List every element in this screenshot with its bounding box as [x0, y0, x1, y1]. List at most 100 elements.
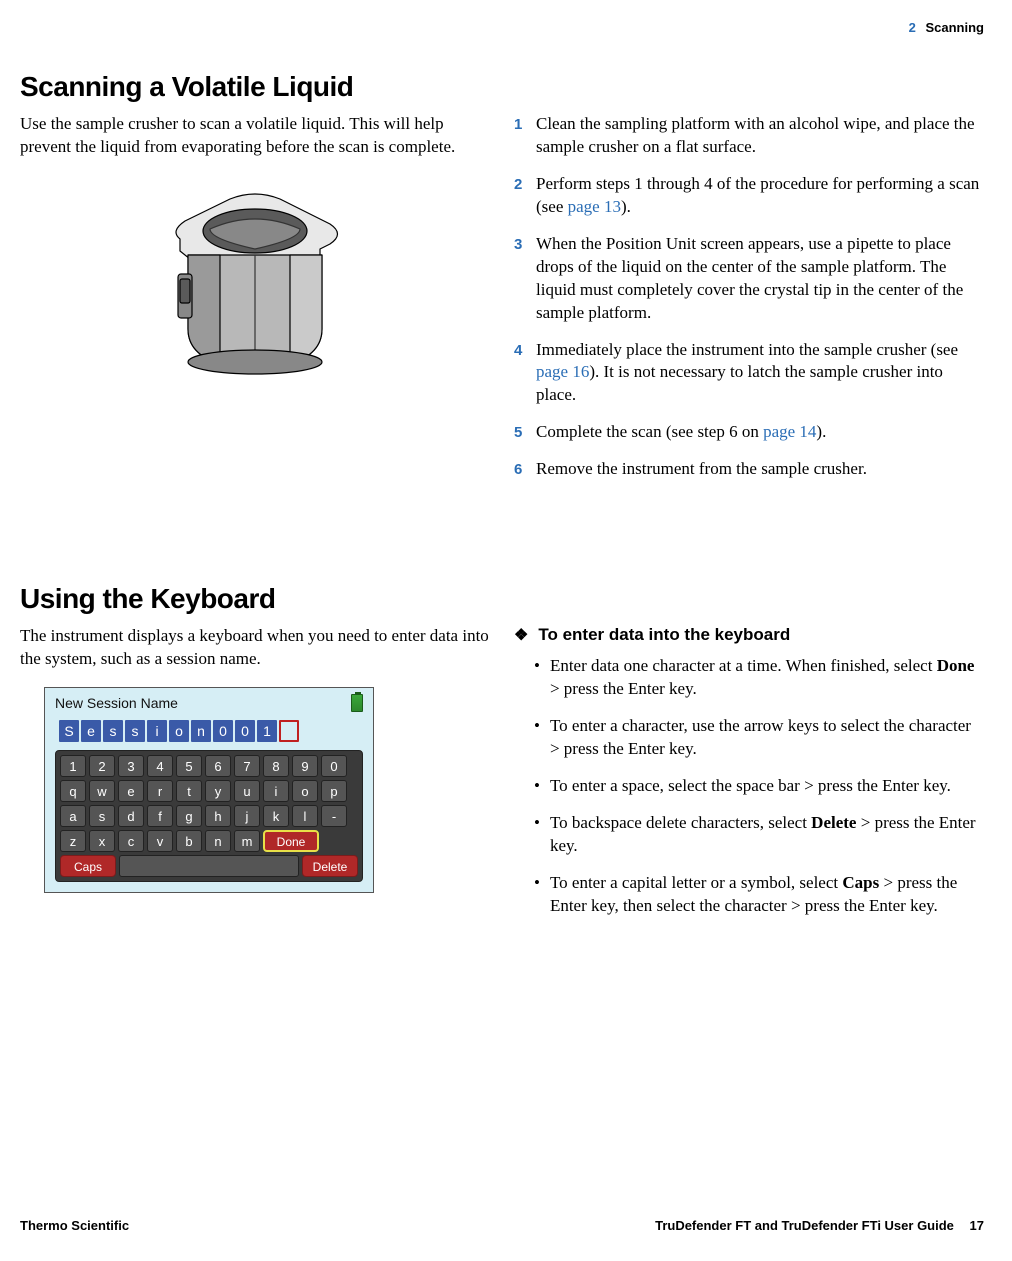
keyboard-key: 2	[89, 755, 115, 777]
bullet-icon: •	[534, 775, 540, 798]
keyboard-key: 9	[292, 755, 318, 777]
step-number: 1	[514, 113, 526, 159]
footer-doc-title: TruDefender FT and TruDefender FTi User …	[655, 1218, 954, 1233]
step-text: Perform steps 1 through 4 of the procedu…	[536, 173, 984, 219]
step-number: 3	[514, 233, 526, 325]
bullet-bold: Done	[937, 656, 975, 675]
step-text: Remove the instrument from the sample cr…	[536, 458, 984, 481]
section2-intro: The instrument displays a keyboard when …	[20, 625, 490, 671]
session-cursor	[279, 720, 299, 742]
bullet-item: • To enter a space, select the space bar…	[534, 775, 984, 798]
done-key: Done	[263, 830, 319, 852]
step-4: 4 Immediately place the instrument into …	[514, 339, 984, 408]
keyboard-key: 1	[60, 755, 86, 777]
keyboard-key: v	[147, 830, 173, 852]
bullet-text: To backspace delete characters, select D…	[550, 812, 984, 858]
bullet-text: To enter a character, use the arrow keys…	[550, 715, 984, 761]
session-char: S	[59, 720, 79, 742]
keyboard-key: t	[176, 780, 202, 802]
keyboard-key: k	[263, 805, 289, 827]
keyboard-key: f	[147, 805, 173, 827]
caps-key: Caps	[60, 855, 116, 877]
space-key	[119, 855, 299, 877]
step-text-part: Complete the scan (see step 6 on	[536, 422, 763, 441]
sample-crusher-illustration	[20, 179, 490, 394]
step-6: 6 Remove the instrument from the sample …	[514, 458, 984, 481]
bullet-bold: Delete	[811, 813, 856, 832]
bullet-icon: •	[534, 812, 540, 858]
step-number: 6	[514, 458, 526, 481]
diamond-bullet-icon: ❖	[514, 627, 528, 644]
section-title-volatile: Scanning a Volatile Liquid	[20, 71, 984, 103]
keyboard-key: 5	[176, 755, 202, 777]
bullet-text: To enter a capital letter or a symbol, s…	[550, 872, 984, 918]
keyboard-key: 7	[234, 755, 260, 777]
keyboard-key: o	[292, 780, 318, 802]
step-3: 3 When the Position Unit screen appears,…	[514, 233, 984, 325]
step-text: Clean the sampling platform with an alco…	[536, 113, 984, 159]
keyboard-key: 8	[263, 755, 289, 777]
step-text-part: ).	[816, 422, 826, 441]
page-number: 17	[970, 1218, 984, 1233]
delete-key: Delete	[302, 855, 358, 877]
bullet-icon: •	[534, 715, 540, 761]
keyboard-key: m	[234, 830, 260, 852]
bullet-part: > press the Enter key.	[550, 679, 697, 698]
keyboard-key: y	[205, 780, 231, 802]
bullet-part: To backspace delete characters, select	[550, 813, 811, 832]
keyboard-key: h	[205, 805, 231, 827]
keyboard-key: d	[118, 805, 144, 827]
bullet-text: Enter data one character at a time. When…	[550, 655, 984, 701]
bullet-item: • Enter data one character at a time. Wh…	[534, 655, 984, 701]
keyboard-key: c	[118, 830, 144, 852]
keyboard-key: 3	[118, 755, 144, 777]
bullet-part: To enter a capital letter or a symbol, s…	[550, 873, 842, 892]
step-text-part: ). It is not necessary to latch the samp…	[536, 362, 943, 404]
step-number: 5	[514, 421, 526, 444]
keyboard-key: l	[292, 805, 318, 827]
onscreen-keyboard: 1234567890 qwertyuiop asdfghjkl- zxcvbnm…	[55, 750, 363, 882]
session-char: o	[169, 720, 189, 742]
bullet-icon: •	[534, 872, 540, 918]
keyboard-instructions: • Enter data one character at a time. Wh…	[514, 655, 984, 917]
keyboard-key: z	[60, 830, 86, 852]
session-char: i	[147, 720, 167, 742]
subsection-heading-text: To enter data into the keyboard	[538, 625, 790, 644]
page-footer: Thermo Scientific TruDefender FT and Tru…	[20, 1218, 984, 1233]
bullet-icon: •	[534, 655, 540, 701]
keyboard-key: n	[205, 830, 231, 852]
keyboard-key: q	[60, 780, 86, 802]
footer-company: Thermo Scientific	[20, 1218, 129, 1233]
bullet-item: • To enter a capital letter or a symbol,…	[534, 872, 984, 918]
chapter-name: Scanning	[925, 20, 984, 35]
keyboard-key: 6	[205, 755, 231, 777]
page-link[interactable]: page 13	[568, 197, 621, 216]
keyboard-key: s	[89, 805, 115, 827]
running-header: 2 Scanning	[20, 20, 984, 35]
session-char: e	[81, 720, 101, 742]
session-char: 1	[257, 720, 277, 742]
keyboard-key: 4	[147, 755, 173, 777]
chapter-number: 2	[909, 20, 916, 35]
keyboard-key: e	[118, 780, 144, 802]
footer-right: TruDefender FT and TruDefender FTi User …	[655, 1218, 984, 1233]
step-text-part: Immediately place the instrument into th…	[536, 340, 958, 359]
session-name-field: S e s s i o n 0 0 1	[59, 720, 359, 742]
keyboard-key: u	[234, 780, 260, 802]
keyboard-key: 0	[321, 755, 347, 777]
bullet-part: Enter data one character at a time. When…	[550, 656, 937, 675]
session-char: s	[103, 720, 123, 742]
step-text-part: ).	[621, 197, 631, 216]
keyboard-key: r	[147, 780, 173, 802]
keyboard-key: g	[176, 805, 202, 827]
step-number: 2	[514, 173, 526, 219]
battery-icon	[351, 694, 363, 712]
keyboard-key: p	[321, 780, 347, 802]
page-link[interactable]: page 14	[763, 422, 816, 441]
section-title-keyboard: Using the Keyboard	[20, 583, 984, 615]
page-link[interactable]: page 16	[536, 362, 589, 381]
subsection-heading: ❖ To enter data into the keyboard	[514, 625, 984, 645]
keyboard-key: i	[263, 780, 289, 802]
bullet-item: • To enter a character, use the arrow ke…	[534, 715, 984, 761]
step-text: Immediately place the instrument into th…	[536, 339, 984, 408]
